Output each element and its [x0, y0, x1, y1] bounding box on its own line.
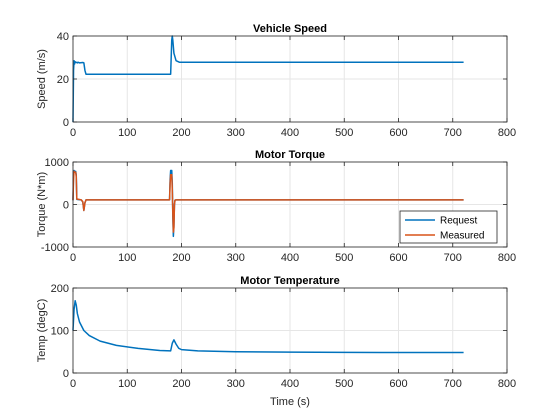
y-tick-label: 1000 [45, 157, 69, 169]
plot-title: Vehicle Speed [253, 23, 327, 35]
x-tick-label: 400 [281, 127, 299, 139]
x-tick-label: 0 [70, 127, 76, 139]
x-tick-label: 600 [389, 378, 407, 390]
x-tick-label: 200 [172, 127, 190, 139]
series-line-1 [72, 35, 464, 123]
x-tick-label: 100 [118, 252, 136, 264]
x-tick-label: 500 [335, 378, 353, 390]
subplot-3: 0 100 200 300 400 500 600 700 800 0 100 200 Motor Te… [36, 275, 516, 408]
y-tick-label: -1000 [41, 242, 69, 254]
x-tick-label: 100 [118, 378, 136, 390]
y-axis-label: Temp (degC) [36, 299, 48, 363]
x-tick-label: 800 [498, 378, 516, 390]
x-tick-label: 400 [281, 378, 299, 390]
x-tick-label: 700 [444, 127, 462, 139]
subplot-2: 0 100 200 300 400 500 600 700 800-100001000Motor… [36, 149, 516, 264]
x-tick-label: 0 [70, 252, 76, 264]
series-line-1 [72, 300, 464, 354]
x-tick-label: 200 [172, 378, 190, 390]
y-tick-label: 20 [57, 74, 69, 86]
y-axis-label: Torque (N*m) [36, 172, 48, 237]
y-tick-label: 0 [63, 117, 69, 129]
x-tick-label: 0 [70, 378, 76, 390]
x-tick-label: 300 [227, 378, 245, 390]
legend-label-request: Request [440, 216, 477, 227]
plot-title: Motor Temperature [240, 275, 339, 287]
x-tick-label: 200 [172, 252, 190, 264]
plot-title: Motor Torque [255, 149, 325, 161]
legend: Request Measured [399, 210, 498, 244]
y-tick-label: 100 [51, 326, 69, 338]
y-tick-label: 0 [63, 368, 69, 380]
x-tick-label: 300 [227, 127, 245, 139]
x-axis-label: Time (s) [270, 396, 310, 408]
y-tick-label: 0 [63, 200, 69, 212]
y-tick-label: 40 [57, 31, 69, 43]
x-tick-label: 100 [118, 127, 136, 139]
y-axis-label: Speed (m/s) [36, 49, 48, 109]
x-tick-label: 300 [227, 252, 245, 264]
x-tick-label: 800 [498, 252, 516, 264]
x-tick-label: 400 [281, 252, 299, 264]
legend-label-measured: Measured [440, 231, 484, 242]
x-tick-label: 600 [389, 127, 407, 139]
x-tick-label: 700 [444, 378, 462, 390]
x-tick-label: 600 [389, 252, 407, 264]
x-tick-label: 500 [335, 252, 353, 264]
subplot-1: 0 100 200 300 400 500 600 700 800 0 20 40 Vehicle Sp… [36, 23, 516, 139]
y-tick-label: 200 [51, 283, 69, 295]
x-tick-label: 500 [335, 127, 353, 139]
x-tick-label: 800 [498, 127, 516, 139]
legend-box [399, 210, 498, 244]
series-line-measured [72, 170, 464, 233]
x-tick-label: 700 [444, 252, 462, 264]
